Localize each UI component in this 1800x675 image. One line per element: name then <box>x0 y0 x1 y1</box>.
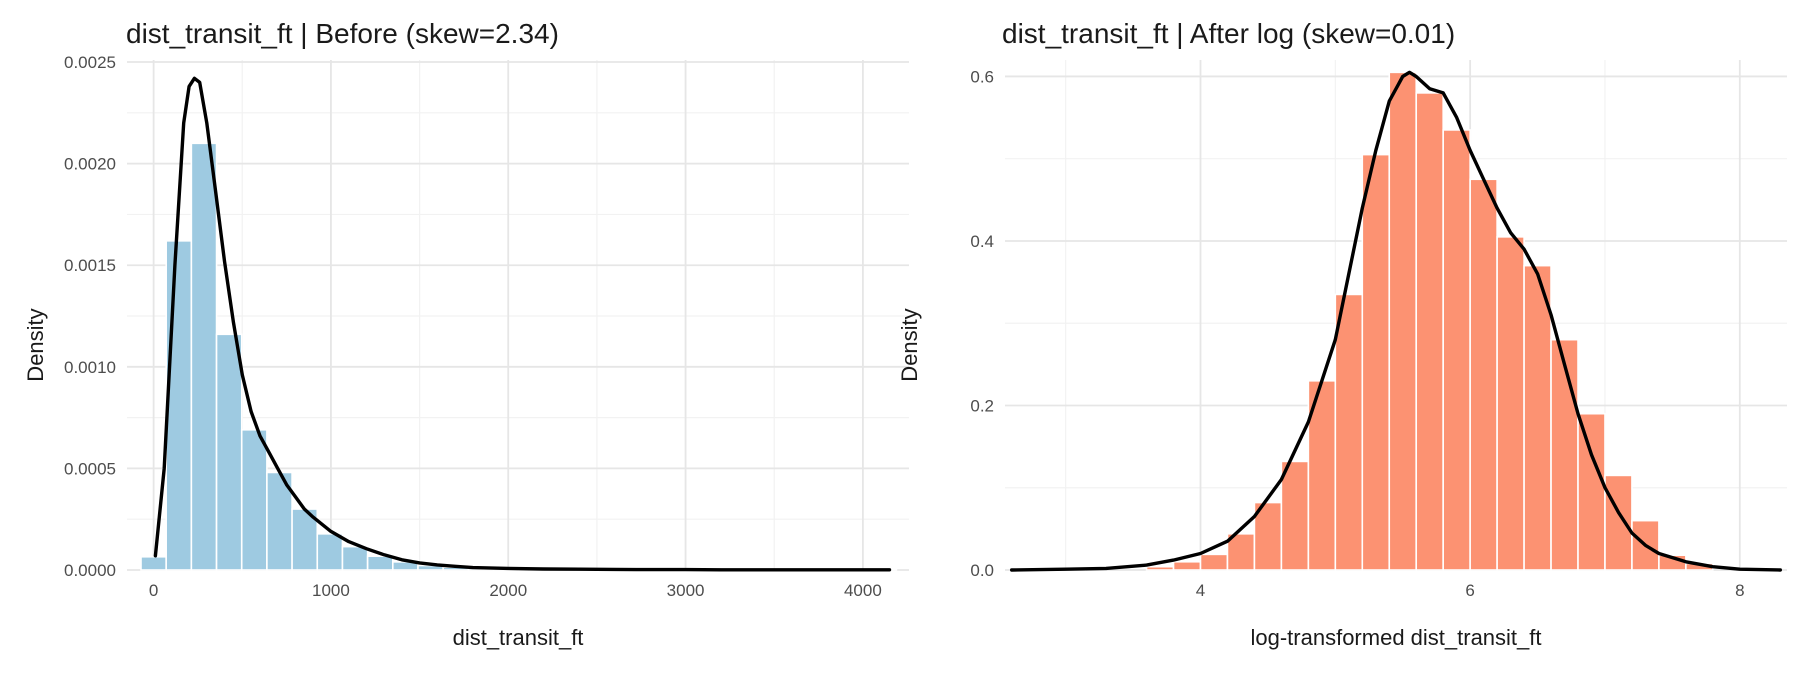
y-tick-label: 0.4 <box>970 232 994 251</box>
histogram-bar <box>1361 153 1391 571</box>
histogram-bar <box>1226 533 1256 571</box>
chart-title: dist_transit_ft | After log (skew=0.01) <box>1002 18 1456 49</box>
y-tick-label: 0.0015 <box>64 256 116 275</box>
histogram-bar <box>1280 460 1310 571</box>
y-tick-label: 0.0 <box>970 561 994 580</box>
histogram-bar <box>1145 565 1175 571</box>
histogram-bar <box>366 555 394 571</box>
chart-panel-after: dist_transit_ft | After log (skew=0.01) … <box>897 0 1800 675</box>
x-tick-label: 0 <box>149 581 158 600</box>
density-curve <box>1009 70 1782 572</box>
histogram-bar <box>1550 338 1579 571</box>
x-tick-label: 6 <box>1465 581 1474 600</box>
y-tick-label: 0.0000 <box>64 561 116 580</box>
histogram-bar <box>240 429 268 571</box>
x-axis-label: dist_transit_ft <box>452 625 584 650</box>
x-tick-label: 8 <box>1735 581 1744 600</box>
x-tick-label: 2000 <box>489 581 527 600</box>
x-tick-label: 1000 <box>312 581 350 600</box>
histogram-bar <box>140 555 167 571</box>
histogram-bar <box>1442 129 1471 571</box>
histogram-bar <box>1172 560 1202 571</box>
y-tick-label: 0.0010 <box>64 358 116 377</box>
plot-area: 4 6 8 0.0 0.2 0.4 0.6 <box>970 60 1787 600</box>
histogram-bar <box>1469 178 1498 571</box>
histogram-bar <box>1577 412 1606 571</box>
histogram-bar <box>215 333 243 571</box>
histogram-bar <box>1334 293 1364 571</box>
histogram-bar <box>1253 501 1283 571</box>
y-tick-label: 0.0020 <box>64 155 116 174</box>
histogram-bar <box>1523 264 1552 571</box>
histogram-bar <box>1415 92 1444 571</box>
density-curve <box>153 76 892 572</box>
histogram-bar <box>1388 71 1418 571</box>
histogram-bar <box>1496 236 1525 571</box>
chart-title: dist_transit_ft | Before (skew=2.34) <box>126 18 559 49</box>
histogram-bar <box>341 545 369 571</box>
histogram-bar <box>316 533 344 571</box>
x-tick-label: 4 <box>1196 581 1205 600</box>
chart-panel-before: dist_transit_ft | Before (skew=2.34) Den… <box>23 18 909 650</box>
plot-area: 0 1000 2000 3000 4000 0.0000 0.0005 0.0010 0.001… <box>64 53 909 600</box>
x-axis-label: log-transformed dist_transit_ft <box>1250 625 1542 650</box>
x-tick-label: 3000 <box>667 581 705 600</box>
histogram-bar <box>1199 553 1229 571</box>
y-tick-label: 0.0025 <box>64 53 116 72</box>
histogram-bar <box>1604 474 1633 571</box>
y-tick-label: 0.0005 <box>64 459 116 478</box>
histogram-bar <box>190 142 218 571</box>
y-tick-label: 0.2 <box>970 396 994 415</box>
y-tick-label: 0.6 <box>970 67 994 86</box>
histogram-bar <box>165 240 193 571</box>
x-tick-label: 4000 <box>844 581 882 600</box>
